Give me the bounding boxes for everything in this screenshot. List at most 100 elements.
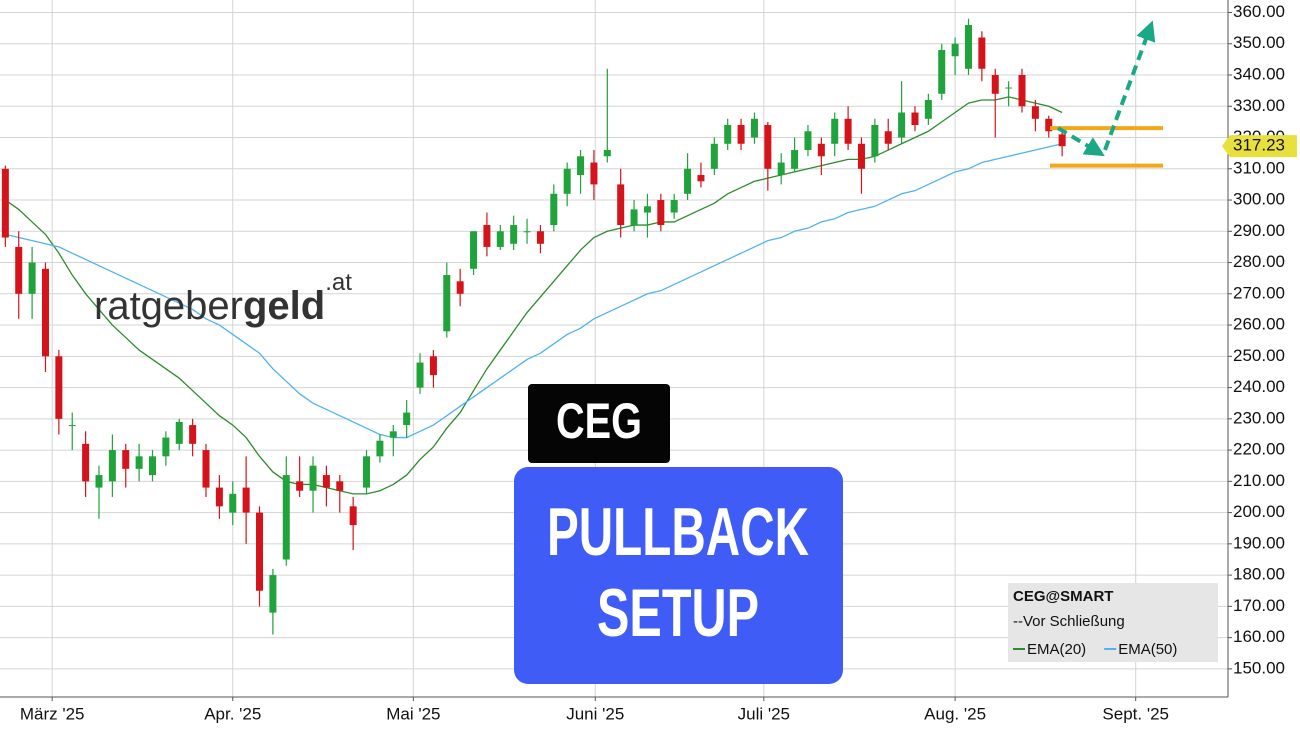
y-tick-label: 240.00 bbox=[1233, 377, 1285, 396]
last-price-label: 317.23 bbox=[1233, 136, 1285, 155]
candle-body bbox=[523, 231, 531, 233]
candle-body bbox=[202, 450, 210, 488]
candle-body bbox=[456, 281, 464, 294]
candle-body bbox=[536, 231, 544, 244]
candle-body bbox=[41, 268, 49, 357]
candle-body bbox=[724, 125, 732, 144]
candle-body bbox=[684, 168, 692, 194]
badge-box bbox=[528, 384, 670, 463]
candle-body bbox=[215, 487, 223, 507]
candle-body bbox=[95, 475, 103, 488]
candle-body bbox=[242, 487, 250, 513]
candle-body bbox=[590, 162, 598, 185]
legend-label: EMA(50) bbox=[1118, 641, 1177, 658]
candle-body bbox=[189, 425, 197, 444]
candle-body bbox=[28, 262, 36, 294]
candle-body bbox=[764, 125, 772, 169]
y-tick-label: 290.00 bbox=[1233, 221, 1285, 240]
candle-body bbox=[791, 150, 799, 169]
candle-body bbox=[296, 481, 304, 491]
y-tick-label: 310.00 bbox=[1233, 158, 1285, 177]
candle-body bbox=[550, 193, 558, 226]
candle-body bbox=[135, 456, 143, 469]
candle-body bbox=[229, 493, 237, 513]
y-tick-label: 340.00 bbox=[1233, 64, 1285, 83]
candle-body bbox=[403, 412, 411, 426]
candle-body bbox=[108, 450, 116, 482]
logo-main: ratgeber bbox=[94, 284, 243, 328]
y-tick-label: 220.00 bbox=[1233, 440, 1285, 459]
candle-body bbox=[563, 168, 571, 194]
candle-body bbox=[1031, 106, 1039, 119]
candle-body bbox=[964, 25, 972, 69]
candle-body bbox=[309, 465, 317, 491]
candle-body bbox=[483, 225, 491, 247]
candle-body bbox=[844, 118, 852, 144]
y-tick-label: 190.00 bbox=[1233, 533, 1285, 552]
grid bbox=[0, 0, 1228, 697]
candle-body bbox=[470, 231, 478, 269]
candle-body bbox=[416, 362, 424, 388]
y-tick-label: 270.00 bbox=[1233, 283, 1285, 302]
y-tick-label: 350.00 bbox=[1233, 33, 1285, 52]
candle-body bbox=[269, 575, 277, 613]
candle-body bbox=[349, 506, 357, 526]
logo: ratgebergeld.at bbox=[94, 269, 352, 327]
candle-body bbox=[670, 200, 678, 213]
candle-body bbox=[389, 431, 397, 438]
arrow-up bbox=[1103, 20, 1156, 151]
x-tick-label: Juni '25 bbox=[566, 704, 624, 723]
y-tick-label: 200.00 bbox=[1233, 502, 1285, 521]
candle-body bbox=[737, 125, 745, 144]
y-tick-label: 300.00 bbox=[1233, 190, 1285, 209]
x-tick-label: Sept. '25 bbox=[1102, 704, 1169, 723]
logo-bold: geld bbox=[243, 284, 325, 328]
candle-body bbox=[1058, 134, 1066, 147]
candle-body bbox=[122, 450, 130, 469]
legend: CEG@SMART --Vor Schließung EMA(20) EMA(50… bbox=[1008, 583, 1218, 662]
y-tick-label: 280.00 bbox=[1233, 252, 1285, 271]
candle-body bbox=[603, 150, 611, 157]
candle-body bbox=[282, 475, 290, 560]
candle-body bbox=[15, 246, 23, 294]
candle-body bbox=[376, 440, 384, 457]
candle-body bbox=[938, 50, 946, 94]
candle-body bbox=[1005, 87, 1013, 89]
candle-body bbox=[750, 118, 758, 138]
banner-line: SETUP bbox=[597, 575, 759, 651]
candle-body bbox=[924, 100, 932, 119]
y-tick-label: 360.00 bbox=[1233, 2, 1285, 21]
ema-line bbox=[4, 96, 1063, 495]
candle-body bbox=[363, 456, 371, 488]
candle-body bbox=[777, 162, 785, 176]
candle-body bbox=[710, 143, 718, 169]
candle-body bbox=[443, 275, 451, 332]
banner-line: PULLBACK bbox=[547, 494, 809, 570]
y-tick-label: 330.00 bbox=[1233, 96, 1285, 115]
candle-body bbox=[630, 209, 638, 226]
legend-items: EMA(20) EMA(50) bbox=[1013, 641, 1177, 658]
candle-body bbox=[1045, 118, 1053, 132]
legend-label: EMA(20) bbox=[1027, 641, 1086, 658]
x-tick-label: Apr. '25 bbox=[204, 704, 261, 723]
candle-body bbox=[148, 456, 156, 476]
candle-body bbox=[162, 437, 170, 457]
y-tick-label: 150.00 bbox=[1233, 658, 1285, 677]
candle-body bbox=[697, 175, 705, 182]
candle-body bbox=[496, 231, 504, 247]
candle-body bbox=[82, 443, 90, 482]
candle-body bbox=[1, 168, 9, 238]
arrow-down bbox=[1056, 126, 1105, 157]
candle-body bbox=[1018, 75, 1026, 107]
last-price-tag bbox=[1222, 135, 1297, 158]
y-tick-label: 230.00 bbox=[1233, 408, 1285, 427]
y-tick-label: 210.00 bbox=[1233, 471, 1285, 490]
candle-body bbox=[898, 112, 906, 138]
candle-body bbox=[657, 200, 665, 226]
candle-body bbox=[857, 143, 865, 169]
ema-line bbox=[5, 143, 1063, 439]
x-tick-label: Aug. '25 bbox=[924, 704, 986, 723]
candle-body bbox=[256, 512, 264, 591]
